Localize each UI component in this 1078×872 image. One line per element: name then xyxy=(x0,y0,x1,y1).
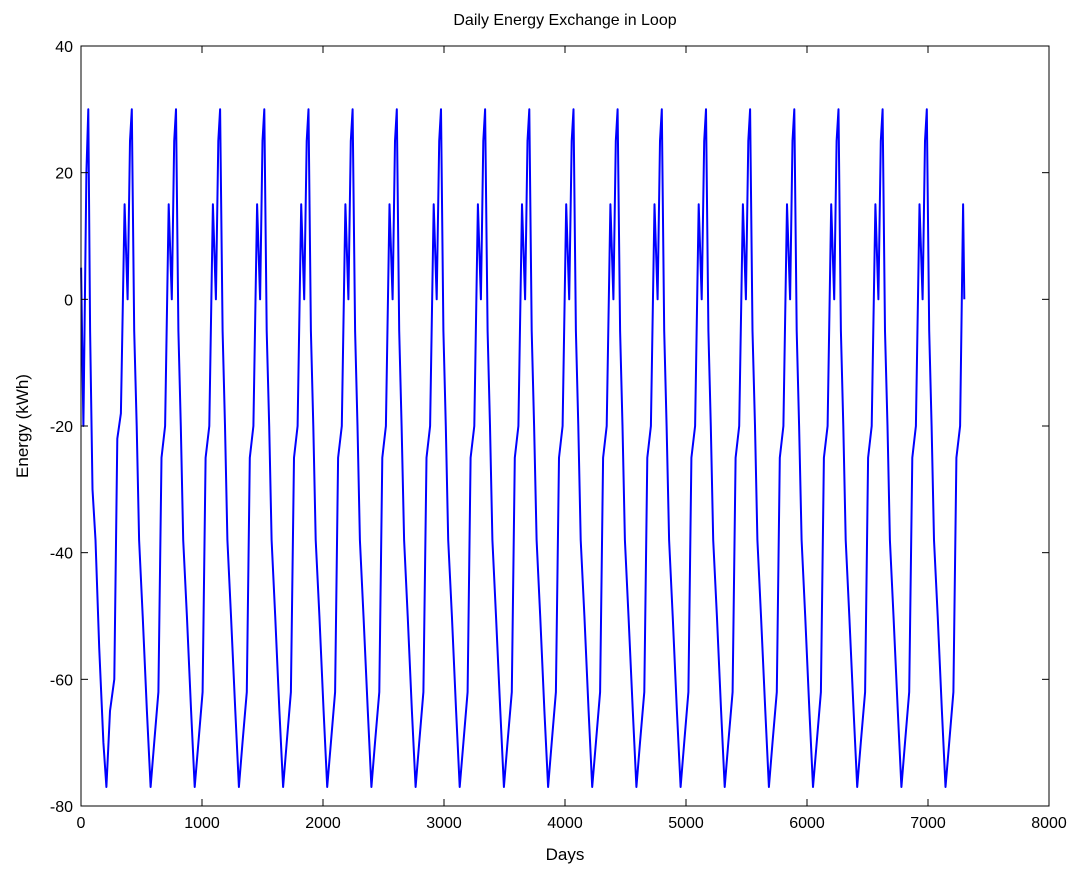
x-tick-label: 3000 xyxy=(426,815,462,832)
y-tick-label: 0 xyxy=(64,292,73,309)
y-tick-label: -80 xyxy=(50,799,73,816)
y-axis-ticks: -80 -60 -40 -20 0 20 40 xyxy=(50,39,1049,816)
y-tick-label: -60 xyxy=(50,672,73,689)
chart-title: Daily Energy Exchange in Loop xyxy=(453,12,676,29)
series-line-0 xyxy=(80,108,966,788)
y-tick-label: -40 xyxy=(50,546,73,563)
x-tick-label: 0 xyxy=(77,815,86,832)
x-tick-label: 2000 xyxy=(305,815,341,832)
y-axis-label: Energy (kWh) xyxy=(13,374,32,478)
y-tick-label: -20 xyxy=(50,419,73,436)
x-tick-label: 6000 xyxy=(789,815,825,832)
x-tick-label: 4000 xyxy=(547,815,583,832)
plot-area xyxy=(81,46,1049,806)
x-axis-ticks: 0 1000 2000 3000 4000 5000 6000 7000 8000 xyxy=(77,46,1067,832)
x-tick-label: 5000 xyxy=(668,815,704,832)
x-tick-label: 8000 xyxy=(1031,815,1067,832)
series-layer xyxy=(80,108,966,788)
x-axis-label: Days xyxy=(546,845,585,864)
x-tick-label: 1000 xyxy=(184,815,220,832)
x-tick-label: 7000 xyxy=(910,815,946,832)
y-tick-label: 20 xyxy=(55,166,73,183)
y-tick-label: 40 xyxy=(55,39,73,56)
